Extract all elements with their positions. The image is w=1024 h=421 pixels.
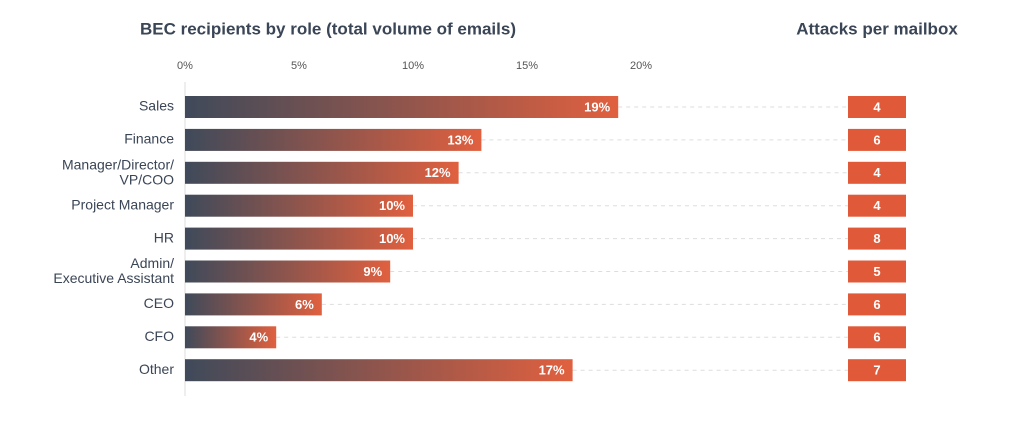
value-label: 17% [539, 363, 565, 378]
category-label: Manager/Director/VP/COO [62, 156, 174, 187]
attacks-box [848, 96, 906, 118]
attacks-box [848, 161, 906, 184]
value-label: 19% [584, 99, 610, 114]
bar [185, 161, 459, 184]
attacks-box [848, 260, 906, 283]
attacks-box [848, 128, 906, 151]
category-label: Finance [124, 131, 174, 147]
attacks-title: Attacks per mailbox [796, 19, 958, 38]
bar [185, 194, 413, 217]
value-label: 9% [363, 264, 382, 279]
attacks-box [848, 293, 906, 316]
category-label: CEO [144, 295, 174, 311]
attacks-label: 4 [873, 99, 881, 114]
value-label: 4% [249, 330, 268, 345]
attacks-box [848, 359, 906, 382]
bar [185, 227, 413, 250]
category-label: Other [139, 361, 174, 377]
bar [185, 293, 322, 316]
category-label: CFO [144, 328, 174, 344]
attacks-label: 5 [873, 264, 880, 279]
bar [185, 128, 482, 151]
attacks-label: 6 [873, 132, 880, 147]
attacks-label: 7 [873, 363, 880, 378]
x-tick-label: 20% [630, 60, 652, 72]
attacks-label: 4 [873, 165, 881, 180]
attacks-box [848, 194, 906, 217]
category-label: Admin/Executive Assistant [53, 255, 174, 286]
attacks-label: 8 [873, 231, 880, 246]
value-label: 6% [295, 297, 314, 312]
category-label: Project Manager [71, 196, 174, 212]
bar [185, 359, 573, 382]
attacks-box [848, 227, 906, 250]
x-tick-label: 10% [402, 60, 424, 72]
attacks-label: 6 [873, 330, 880, 345]
category-label: HR [154, 229, 174, 245]
attacks-label: 6 [873, 297, 880, 312]
value-label: 10% [379, 198, 405, 213]
bar [185, 326, 277, 349]
value-label: 12% [425, 165, 451, 180]
attacks-label: 4 [873, 198, 881, 213]
bar [185, 96, 619, 118]
value-label: 13% [447, 132, 473, 147]
bar [185, 260, 391, 283]
attacks-box [848, 326, 906, 349]
value-label: 10% [379, 231, 405, 246]
category-label: Sales [139, 98, 174, 114]
x-tick-label: 0% [177, 60, 193, 72]
x-tick-label: 15% [516, 60, 538, 72]
x-tick-label: 5% [291, 60, 307, 72]
chart-title: BEC recipients by role (total volume of … [140, 19, 516, 38]
